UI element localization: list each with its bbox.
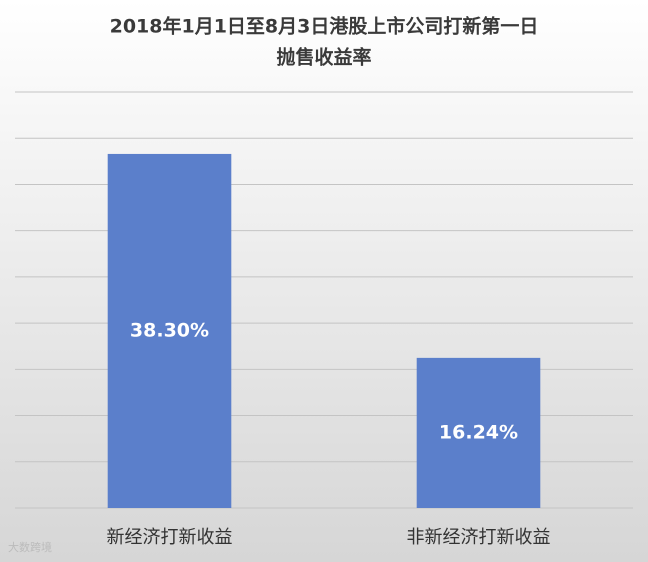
data-label: 16.24% <box>439 421 518 443</box>
x-tick-label: 新经济打新收益 <box>107 527 233 548</box>
chart-title: 2018年1月1日至8月3日港股上市公司打新第一日 <box>110 15 539 38</box>
data-label: 38.30% <box>130 319 209 341</box>
bar <box>416 357 541 508</box>
watermark: 大数跨境 <box>8 540 52 554</box>
x-tick-label: 非新经济打新收益 <box>407 527 551 548</box>
bar <box>107 153 232 508</box>
chart-title: 抛售收益率 <box>276 46 371 69</box>
